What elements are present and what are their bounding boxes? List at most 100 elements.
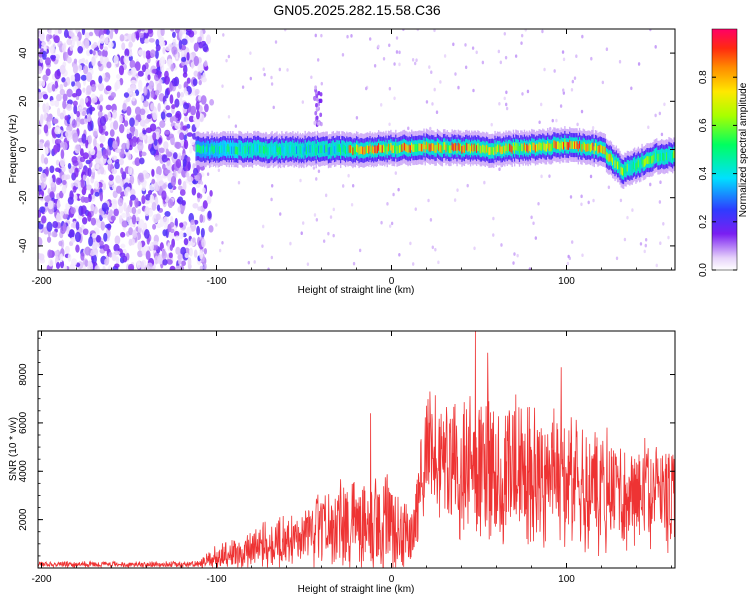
heatmap-cell xyxy=(97,82,105,92)
heatmap-cell xyxy=(75,244,80,253)
heatmap-cell xyxy=(599,144,602,153)
heatmap-cell xyxy=(325,144,327,153)
heatmap-cell xyxy=(373,63,377,68)
heatmap-cell xyxy=(425,100,429,104)
heatmap-cell xyxy=(111,168,118,175)
heatmap-cell xyxy=(518,145,521,154)
heatmap-cell xyxy=(315,115,319,120)
heatmap-cell xyxy=(640,160,642,169)
heatmap-cell xyxy=(63,81,68,88)
heatmap-cell xyxy=(539,142,542,151)
heatmap-cell xyxy=(498,167,501,172)
heatmap-cell xyxy=(91,254,97,264)
heatmap-cell xyxy=(564,139,566,147)
heatmap-cell xyxy=(547,140,549,149)
heatmap-cell xyxy=(114,29,119,35)
heatmap-cell xyxy=(99,34,105,44)
heatmap-cell xyxy=(102,243,110,252)
heatmap-cell xyxy=(319,112,323,118)
heatmap-cell xyxy=(197,144,200,153)
heatmap-cell xyxy=(324,193,328,198)
heatmap-cell xyxy=(614,160,616,169)
heatmap-cell xyxy=(639,242,643,246)
heatmap-cell xyxy=(86,107,93,116)
heatmap-cell xyxy=(199,213,204,223)
heatmap-cell xyxy=(359,146,361,154)
heatmap-cell xyxy=(520,143,522,152)
heatmap-cell xyxy=(427,198,430,203)
heatmap-cell xyxy=(185,171,190,178)
heatmap-cell xyxy=(423,141,425,150)
heatmap-cell xyxy=(194,88,200,95)
heatmap-cell xyxy=(78,162,84,169)
heatmap-cell xyxy=(147,74,151,81)
heatmap-cell xyxy=(343,144,346,153)
heatmap-cell xyxy=(393,96,396,101)
y-tick-label: 6000 xyxy=(18,411,29,434)
heatmap-cell xyxy=(66,103,73,111)
heatmap-cell xyxy=(429,218,433,222)
heatmap-cell xyxy=(492,216,495,221)
heatmap-cell xyxy=(234,146,236,155)
heatmap-cell xyxy=(581,253,584,258)
heatmap-cell xyxy=(175,265,181,270)
heatmap-cell xyxy=(350,34,353,38)
heatmap-cell xyxy=(112,190,118,199)
heatmap-cell xyxy=(92,50,96,56)
heatmap-cell xyxy=(270,145,272,154)
heatmap-cell xyxy=(45,166,49,177)
heatmap-cell xyxy=(406,144,408,153)
heatmap-cell xyxy=(317,101,321,107)
heatmap-cell xyxy=(109,129,115,137)
heatmap-cell xyxy=(559,104,563,108)
heatmap-cell xyxy=(543,67,546,72)
heatmap-cell xyxy=(228,146,230,155)
heatmap-cell xyxy=(364,146,366,154)
heatmap-cell xyxy=(604,146,606,155)
heatmap-cell xyxy=(324,145,326,153)
heatmap-cell xyxy=(495,146,497,154)
heatmap-cell xyxy=(229,144,232,152)
heatmap-cell xyxy=(212,146,214,154)
heatmap-cell xyxy=(395,36,399,40)
heatmap-cell xyxy=(246,144,249,153)
heatmap-cell xyxy=(267,267,270,270)
heatmap-cell xyxy=(75,88,82,97)
heatmap-cell xyxy=(93,137,97,148)
heatmap-cell xyxy=(179,222,184,228)
heatmap-cell xyxy=(52,220,59,229)
heatmap-cell xyxy=(150,90,155,99)
heatmap-cell xyxy=(284,144,287,153)
heatmap-cell xyxy=(131,206,137,215)
heatmap-cell xyxy=(425,141,428,150)
heatmap-cell xyxy=(224,144,227,153)
heatmap-cell xyxy=(38,253,45,261)
heatmap-cell xyxy=(298,147,300,156)
heatmap-cell xyxy=(143,172,150,180)
heatmap-cell xyxy=(107,265,113,270)
heatmap-cell xyxy=(80,252,85,261)
heatmap-cell xyxy=(161,250,167,260)
heatmap-cell xyxy=(67,196,74,205)
heatmap-cell xyxy=(261,146,263,155)
heatmap-cell xyxy=(260,145,262,154)
heatmap-cell xyxy=(605,151,608,160)
heatmap-cell xyxy=(110,215,116,222)
heatmap-cell xyxy=(110,92,116,98)
heatmap-cell xyxy=(54,29,59,37)
heatmap-cell xyxy=(163,75,170,85)
heatmap-cell xyxy=(411,58,415,62)
heatmap-cell xyxy=(654,113,657,118)
heatmap-cell xyxy=(472,88,475,93)
heatmap-cell xyxy=(594,143,597,151)
heatmap-cell xyxy=(498,144,500,153)
heatmap-cell xyxy=(374,145,376,154)
heatmap-cell xyxy=(581,34,584,39)
heatmap-cell xyxy=(577,143,579,152)
heatmap-cell xyxy=(668,149,670,158)
heatmap-cell xyxy=(159,40,166,47)
heatmap-cell xyxy=(105,29,110,35)
heatmap-cell xyxy=(571,79,575,84)
heatmap-cell xyxy=(395,142,397,151)
heatmap-cell xyxy=(207,210,212,220)
